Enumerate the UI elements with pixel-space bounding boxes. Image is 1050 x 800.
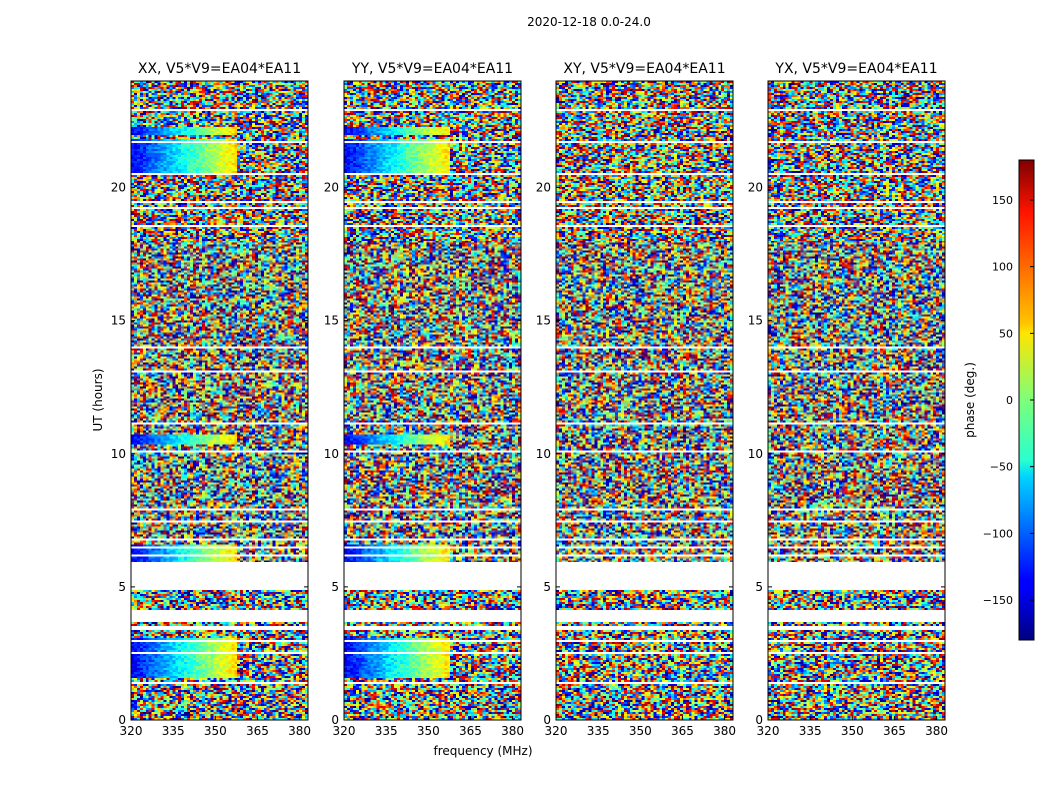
x-tick-label: 335	[799, 724, 822, 738]
x-tick-label: 380	[501, 724, 524, 738]
colorbar-tick-label: 50	[999, 327, 1013, 340]
x-tick-label: 380	[925, 724, 948, 738]
heatmap-image-xy	[556, 81, 733, 720]
colorbar: 150 100 50 0 −50 −100 −150 phase (deg.)	[963, 159, 1035, 641]
x-tick-label: 365	[459, 724, 482, 738]
x-tick-label: 350	[417, 724, 440, 738]
y-tick-label: 15	[536, 314, 551, 328]
panel-title: YY, V5*V9=EA04*EA11	[351, 61, 513, 77]
colorbar-ticks: 150 100 50 0 −50 −100 −150	[983, 194, 1034, 607]
plot-frame	[130, 80, 309, 721]
y-tick-label: 20	[111, 181, 126, 195]
y-tick-label: 15	[748, 314, 763, 328]
panel-title: XX, V5*V9=EA04*EA11	[138, 61, 301, 77]
x-tick-label: 365	[671, 724, 694, 738]
x-tick-label: 335	[587, 724, 610, 738]
panel-title: XY, V5*V9=EA04*EA11	[563, 61, 725, 77]
x-axis-label: frequency (MHz)	[433, 744, 532, 758]
y-tick-label: 20	[748, 181, 763, 195]
y-tick-label: 10	[324, 447, 339, 461]
y-tick-label: 0	[543, 713, 551, 727]
y-tick-label: 10	[111, 447, 126, 461]
y-tick-label: 15	[111, 314, 126, 328]
heatmap-image-yx	[768, 81, 945, 720]
y-tick-label: 20	[324, 181, 339, 195]
plot-frame	[555, 80, 734, 721]
panel-xy: XY, V5*V9=EA04*EA11 320 335 350 365 380 0 5 10 15…	[536, 61, 736, 738]
x-tick-label: 350	[629, 724, 652, 738]
colorbar-tick-label: −100	[983, 527, 1013, 540]
panels: XX, V5*V9=EA04*EA11 320 335 350 365 380 0 5 10 15…	[111, 61, 948, 738]
y-tick-label: 0	[118, 713, 126, 727]
x-tick-label: 320	[120, 724, 143, 738]
x-tick-label: 335	[375, 724, 398, 738]
x-tick-label: 365	[883, 724, 906, 738]
x-tick-label: 320	[333, 724, 356, 738]
y-tick-label: 5	[118, 580, 126, 594]
heatmap-image-yy	[344, 81, 521, 720]
x-tick-label: 380	[713, 724, 736, 738]
plot-frame	[343, 80, 522, 721]
x-tick-label: 350	[204, 724, 227, 738]
y-tick-label: 0	[331, 713, 339, 727]
x-tick-label: 350	[841, 724, 864, 738]
heatmap-image-xx	[131, 81, 308, 720]
colorbar-label: phase (deg.)	[963, 362, 977, 438]
y-tick-label: 0	[755, 713, 763, 727]
y-tick-label: 5	[543, 580, 551, 594]
panel-yy: YY, V5*V9=EA04*EA11 320 335 350 365 380 0 5 10 15…	[324, 61, 524, 738]
x-tick-label: 335	[162, 724, 185, 738]
panel-xx: XX, V5*V9=EA04*EA11 320 335 350 365 380 0 5 10 15…	[111, 61, 311, 738]
figure-suptitle: 2020-12-18 0.0-24.0	[527, 15, 651, 29]
colorbar-tick-label: −50	[990, 461, 1013, 474]
x-tick-label: 320	[757, 724, 780, 738]
y-tick-label: 10	[748, 447, 763, 461]
x-tick-label: 320	[545, 724, 568, 738]
plot-frame	[767, 80, 946, 721]
colorbar-tick-label: 150	[992, 194, 1013, 207]
y-tick-label: 5	[331, 580, 339, 594]
y-tick-label: 15	[324, 314, 339, 328]
panel-title: YX, V5*V9=EA04*EA11	[774, 61, 937, 77]
x-tick-label: 380	[288, 724, 311, 738]
y-tick-label: 5	[755, 580, 763, 594]
colorbar-tick-label: 0	[1006, 394, 1013, 407]
colorbar-tick-label: −150	[983, 594, 1013, 607]
y-tick-label: 10	[536, 447, 551, 461]
colorbar-tick-label: 100	[992, 261, 1013, 274]
panel-yx: YX, V5*V9=EA04*EA11 320 335 350 365 380 0 5 10 15…	[748, 61, 948, 738]
y-axis-label: UT (hours)	[91, 368, 105, 431]
y-tick-label: 20	[536, 181, 551, 195]
x-tick-label: 365	[246, 724, 269, 738]
